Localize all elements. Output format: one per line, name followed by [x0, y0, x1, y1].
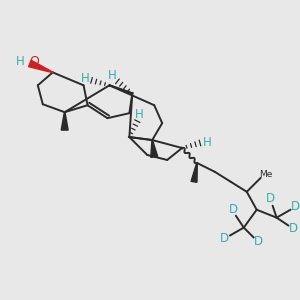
Text: H: H [108, 69, 117, 82]
Text: H: H [135, 108, 144, 121]
Text: Me: Me [259, 170, 272, 179]
Text: D: D [220, 232, 230, 245]
Text: O: O [29, 55, 39, 68]
Text: H: H [202, 136, 211, 148]
Polygon shape [191, 163, 197, 182]
Text: D: D [254, 235, 263, 248]
Text: D: D [291, 200, 300, 213]
Text: D: D [266, 192, 275, 205]
Polygon shape [151, 140, 158, 158]
Text: D: D [229, 203, 239, 216]
Polygon shape [28, 60, 53, 73]
Text: H: H [16, 55, 25, 68]
Text: H: H [81, 72, 90, 85]
Polygon shape [61, 112, 68, 130]
Text: D: D [289, 222, 298, 235]
